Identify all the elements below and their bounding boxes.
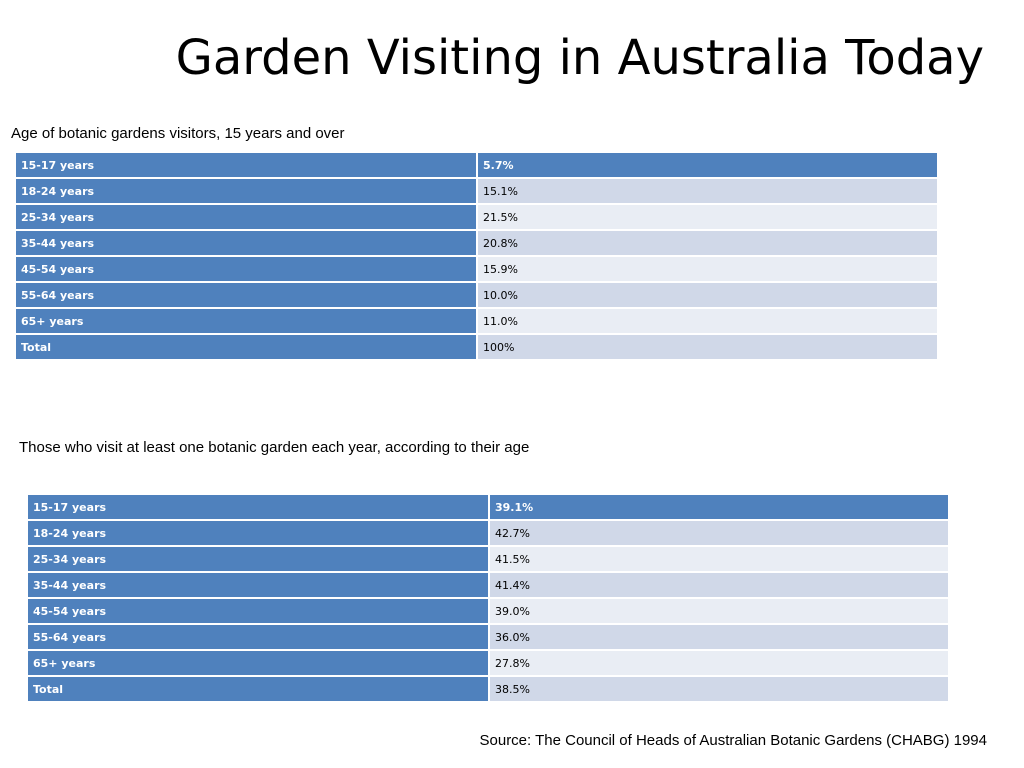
table-row: 35-44 years 41.4%	[28, 573, 950, 599]
table-total-row: Total 38.5%	[28, 677, 950, 703]
percentage-cell: 10.0%	[478, 283, 939, 309]
age-group-cell: 65+ years	[28, 651, 490, 677]
source-citation: Source: The Council of Heads of Australi…	[479, 732, 988, 749]
percentage-cell: 15.1%	[478, 179, 939, 205]
table-row: 15-17 years 39.1%	[28, 495, 950, 521]
percentage-cell: 27.8%	[490, 651, 950, 677]
table-row: 18-24 years 42.7%	[28, 521, 950, 547]
percentage-cell: 38.5%	[490, 677, 950, 703]
table-row: 55-64 years 10.0%	[16, 283, 939, 309]
percentage-cell: 41.5%	[490, 547, 950, 573]
table-1-caption: Age of botanic gardens visitors, 15 year…	[11, 125, 345, 142]
table-row: 25-34 years 21.5%	[16, 205, 939, 231]
slide-title: Garden Visiting in Australia Today	[175, 30, 984, 86]
table-total-row: Total 100%	[16, 335, 939, 361]
age-group-cell: 25-34 years	[28, 547, 490, 573]
age-group-cell: 45-54 years	[16, 257, 478, 283]
age-group-cell: 65+ years	[16, 309, 478, 335]
percentage-cell: 11.0%	[478, 309, 939, 335]
age-group-cell: 35-44 years	[28, 573, 490, 599]
percentage-cell: 15.9%	[478, 257, 939, 283]
table-row: 25-34 years 41.5%	[28, 547, 950, 573]
percentage-cell: 5.7%	[478, 153, 939, 179]
annual-visit-table: 15-17 years 39.1% 18-24 years 42.7% 25-3…	[28, 495, 950, 703]
table-2-caption: Those who visit at least one botanic gar…	[19, 439, 530, 456]
age-group-cell: Total	[28, 677, 490, 703]
table-row: 55-64 years 36.0%	[28, 625, 950, 651]
age-group-cell: 18-24 years	[16, 179, 478, 205]
percentage-cell: 39.1%	[490, 495, 950, 521]
percentage-cell: 20.8%	[478, 231, 939, 257]
table-row: 15-17 years 5.7%	[16, 153, 939, 179]
age-group-cell: 45-54 years	[28, 599, 490, 625]
table-row: 65+ years 27.8%	[28, 651, 950, 677]
percentage-cell: 36.0%	[490, 625, 950, 651]
percentage-cell: 21.5%	[478, 205, 939, 231]
age-group-cell: 55-64 years	[28, 625, 490, 651]
table-row: 65+ years 11.0%	[16, 309, 939, 335]
table-row: 18-24 years 15.1%	[16, 179, 939, 205]
age-group-cell: 55-64 years	[16, 283, 478, 309]
percentage-cell: 100%	[478, 335, 939, 361]
age-group-cell: 15-17 years	[28, 495, 490, 521]
table-row: 45-54 years 15.9%	[16, 257, 939, 283]
age-group-cell: 35-44 years	[16, 231, 478, 257]
age-group-cell: Total	[16, 335, 478, 361]
age-group-cell: 15-17 years	[16, 153, 478, 179]
table-row: 45-54 years 39.0%	[28, 599, 950, 625]
percentage-cell: 41.4%	[490, 573, 950, 599]
age-group-cell: 25-34 years	[16, 205, 478, 231]
age-group-cell: 18-24 years	[28, 521, 490, 547]
table-row: 35-44 years 20.8%	[16, 231, 939, 257]
percentage-cell: 39.0%	[490, 599, 950, 625]
visitor-age-table: 15-17 years 5.7% 18-24 years 15.1% 25-34…	[16, 153, 939, 361]
percentage-cell: 42.7%	[490, 521, 950, 547]
